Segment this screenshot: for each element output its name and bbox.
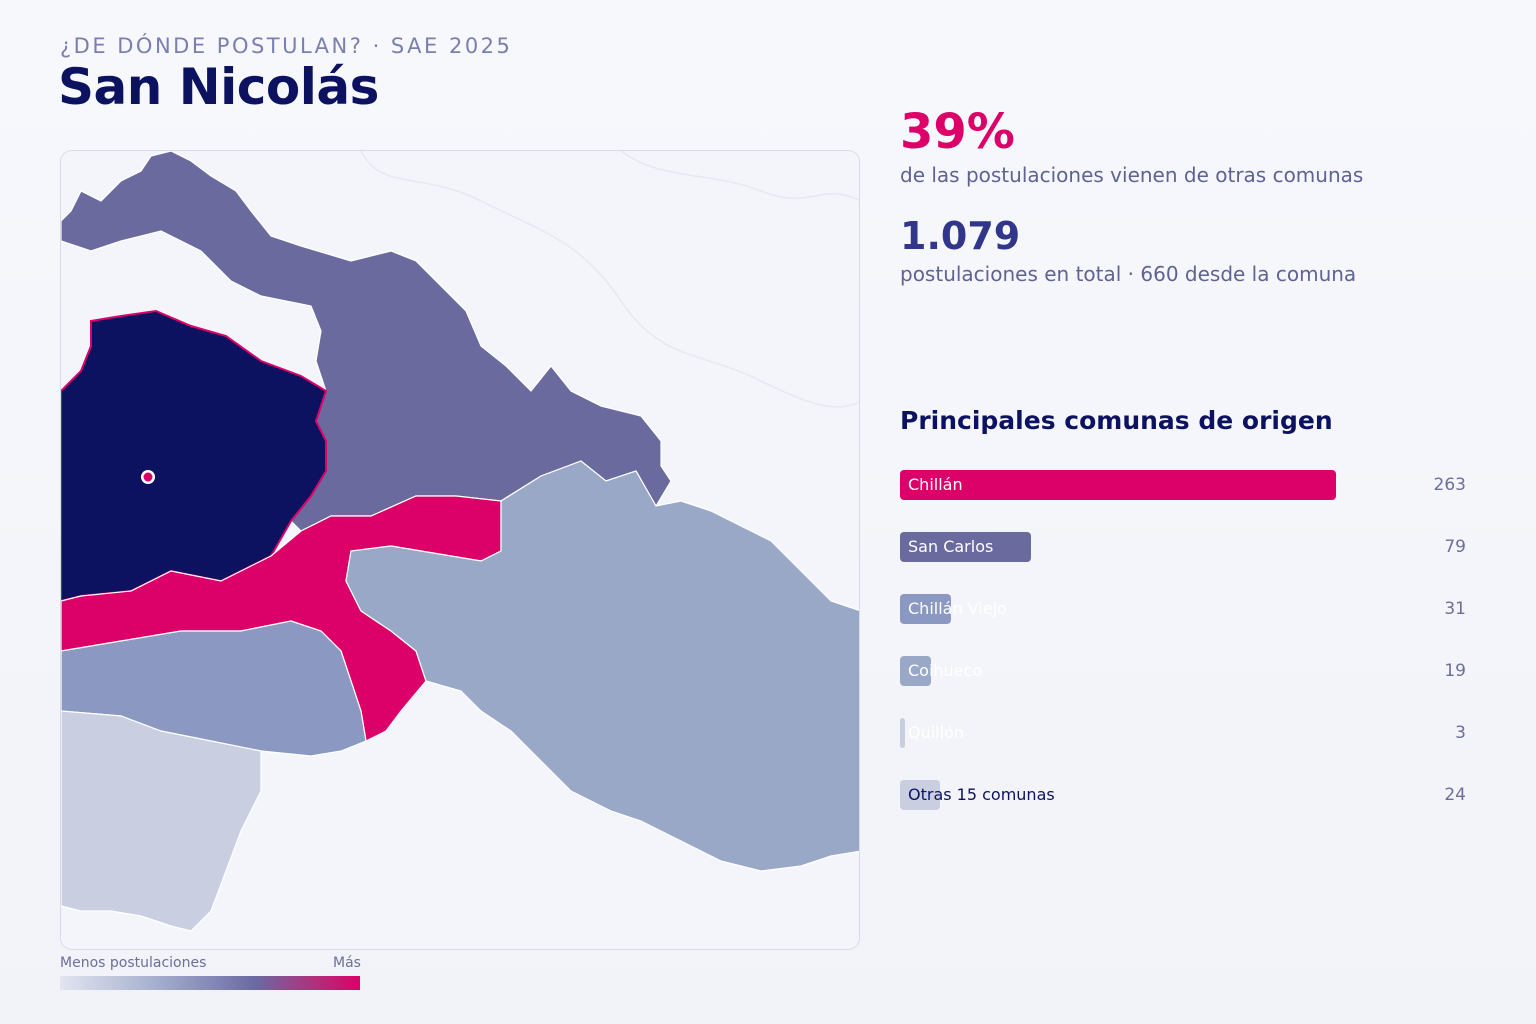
bar-value: 31	[1444, 599, 1466, 619]
stat-percentage-label: de las postulaciones vienen de otras com…	[900, 163, 1364, 187]
bar-fill	[900, 656, 932, 686]
bar-value: 3	[1455, 723, 1466, 743]
bar-fill	[900, 780, 940, 810]
bar-label: Coihueco	[908, 661, 983, 680]
legend-gradient	[60, 976, 360, 990]
bar-value: 19	[1444, 661, 1466, 681]
bar-row: Otras 15 comunas 24	[900, 780, 1466, 810]
bar-label: Chillán	[908, 475, 963, 494]
region-quillon[interactable]	[61, 710, 262, 932]
region-coihueco[interactable]	[345, 460, 860, 872]
bar-label: San Carlos	[908, 537, 994, 556]
bar-row: Chillán 263	[900, 470, 1466, 500]
bar-fill	[900, 532, 1031, 562]
bar-fill	[900, 594, 952, 624]
legend-less-label: Menos postulaciones	[60, 955, 207, 971]
bar-row: San Carlos 79	[900, 532, 1466, 562]
stat-total-label: postulaciones en total · 660 desde la co…	[900, 262, 1357, 286]
page-kicker: ¿DE DÓNDE POSTULAN? · SAE 2025	[60, 34, 513, 58]
region-san-nicolas[interactable]	[61, 309, 328, 603]
boundary-line	[360, 151, 859, 408]
bar-row: Chillán Viejo 31	[900, 594, 1466, 624]
choropleth-map	[60, 150, 860, 950]
stat-percentage: 39%	[900, 104, 1015, 160]
boundary-line	[620, 151, 859, 201]
bar-value: 24	[1444, 785, 1466, 805]
bar-fill	[900, 718, 905, 748]
bar-row: Quillón 3	[900, 718, 1466, 748]
legend-more-label: Más	[333, 955, 361, 971]
page-title: San Nicolás	[58, 58, 379, 116]
map-svg	[61, 151, 860, 949]
bar-fill	[900, 470, 1336, 500]
bar-label: Chillán Viejo	[908, 599, 1007, 618]
bars-title: Principales comunas de origen	[900, 406, 1333, 435]
bar-label: Quillón	[908, 723, 964, 742]
bar-row: Coihueco 19	[900, 656, 1466, 686]
stat-total: 1.079	[900, 214, 1021, 258]
location-marker	[143, 472, 153, 482]
bar-value: 263	[1433, 475, 1466, 495]
bar-label: Otras 15 comunas	[908, 785, 1055, 804]
bar-value: 79	[1444, 537, 1466, 557]
